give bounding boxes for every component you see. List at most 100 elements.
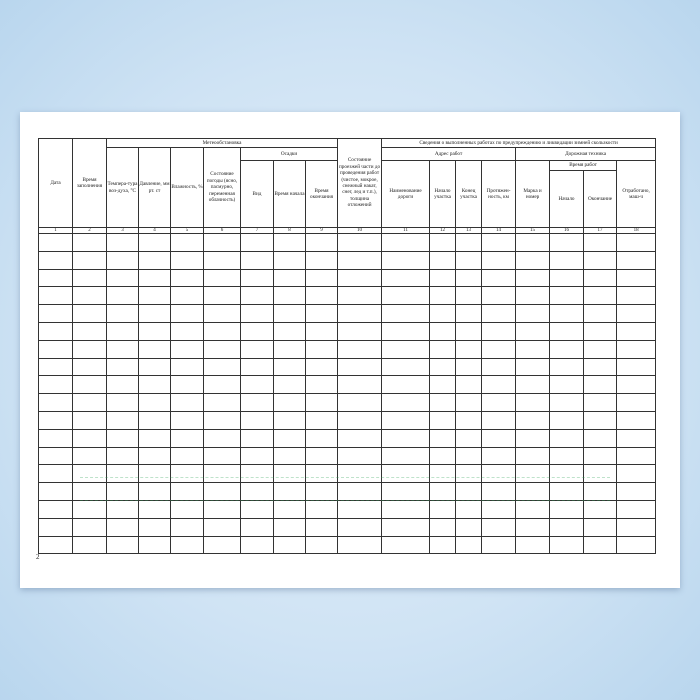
table-cell[interactable] xyxy=(481,410,517,430)
table-cell[interactable] xyxy=(72,304,107,323)
table-cell[interactable] xyxy=(170,499,204,519)
table-cell[interactable] xyxy=(273,410,306,430)
table-cell[interactable] xyxy=(72,393,107,412)
table-cell[interactable] xyxy=(38,375,73,395)
table-cell[interactable] xyxy=(381,375,431,395)
table-cell[interactable] xyxy=(38,357,73,377)
table-cell[interactable] xyxy=(381,268,431,288)
table-cell[interactable] xyxy=(429,499,457,519)
table-cell[interactable] xyxy=(72,250,107,270)
table-cell[interactable] xyxy=(203,304,241,323)
table-cell[interactable] xyxy=(381,304,431,323)
table-cell[interactable] xyxy=(72,446,107,466)
table-cell[interactable] xyxy=(515,393,551,412)
table-cell[interactable] xyxy=(106,250,139,270)
table-cell[interactable] xyxy=(240,535,274,555)
table-cell[interactable] xyxy=(72,517,107,537)
table-cell[interactable] xyxy=(38,428,73,448)
table-cell[interactable] xyxy=(273,250,306,270)
table-cell[interactable] xyxy=(583,339,618,359)
table-cell[interactable] xyxy=(170,375,204,395)
table-cell[interactable] xyxy=(549,321,585,341)
table-cell[interactable] xyxy=(170,428,204,448)
table-cell[interactable] xyxy=(429,517,457,537)
table-cell[interactable] xyxy=(106,304,139,323)
table-cell[interactable] xyxy=(304,446,339,466)
table-cell[interactable] xyxy=(273,286,306,306)
table-cell[interactable] xyxy=(455,499,483,519)
table-cell[interactable] xyxy=(138,286,171,306)
table-cell[interactable] xyxy=(616,428,657,448)
table-cell[interactable] xyxy=(549,410,585,430)
table-cell[interactable] xyxy=(38,286,73,306)
table-cell[interactable] xyxy=(481,517,517,537)
table-cell[interactable] xyxy=(203,233,241,252)
table-cell[interactable] xyxy=(455,339,483,359)
table-cell[interactable] xyxy=(273,357,306,377)
table-cell[interactable] xyxy=(583,428,618,448)
table-cell[interactable] xyxy=(616,304,657,323)
table-cell[interactable] xyxy=(381,499,431,519)
table-cell[interactable] xyxy=(304,375,339,395)
table-cell[interactable] xyxy=(203,250,241,270)
table-cell[interactable] xyxy=(38,482,73,501)
table-cell[interactable] xyxy=(38,535,73,555)
table-cell[interactable] xyxy=(170,233,204,252)
table-cell[interactable] xyxy=(304,517,339,537)
table-cell[interactable] xyxy=(455,410,483,430)
table-cell[interactable] xyxy=(38,304,73,323)
table-cell[interactable] xyxy=(304,428,339,448)
table-cell[interactable] xyxy=(515,286,551,306)
table-cell[interactable] xyxy=(381,233,431,252)
table-cell[interactable] xyxy=(337,304,383,323)
table-cell[interactable] xyxy=(481,321,517,341)
table-cell[interactable] xyxy=(616,321,657,341)
table-cell[interactable] xyxy=(240,357,274,377)
table-cell[interactable] xyxy=(106,410,139,430)
table-cell[interactable] xyxy=(481,304,517,323)
table-cell[interactable] xyxy=(170,321,204,341)
table-cell[interactable] xyxy=(304,268,339,288)
table-cell[interactable] xyxy=(304,233,339,252)
table-cell[interactable] xyxy=(106,517,139,537)
table-cell[interactable] xyxy=(72,357,107,377)
table-cell[interactable] xyxy=(203,499,241,519)
table-cell[interactable] xyxy=(583,499,618,519)
table-cell[interactable] xyxy=(203,357,241,377)
table-cell[interactable] xyxy=(273,499,306,519)
table-cell[interactable] xyxy=(138,375,171,395)
table-cell[interactable] xyxy=(455,233,483,252)
table-cell[interactable] xyxy=(138,499,171,519)
table-cell[interactable] xyxy=(273,535,306,555)
table-cell[interactable] xyxy=(38,410,73,430)
table-cell[interactable] xyxy=(381,446,431,466)
table-cell[interactable] xyxy=(304,499,339,519)
table-cell[interactable] xyxy=(381,357,431,377)
table-cell[interactable] xyxy=(549,357,585,377)
table-cell[interactable] xyxy=(72,375,107,395)
table-cell[interactable] xyxy=(138,321,171,341)
table-cell[interactable] xyxy=(337,286,383,306)
table-cell[interactable] xyxy=(583,375,618,395)
table-cell[interactable] xyxy=(38,464,73,484)
table-cell[interactable] xyxy=(337,339,383,359)
table-cell[interactable] xyxy=(337,393,383,412)
table-cell[interactable] xyxy=(515,268,551,288)
table-cell[interactable] xyxy=(337,357,383,377)
table-cell[interactable] xyxy=(616,482,657,501)
table-cell[interactable] xyxy=(429,233,457,252)
table-cell[interactable] xyxy=(429,375,457,395)
table-cell[interactable] xyxy=(515,499,551,519)
table-cell[interactable] xyxy=(304,321,339,341)
table-cell[interactable] xyxy=(616,517,657,537)
table-cell[interactable] xyxy=(455,517,483,537)
table-cell[interactable] xyxy=(138,517,171,537)
table-cell[interactable] xyxy=(106,268,139,288)
table-cell[interactable] xyxy=(381,339,431,359)
table-cell[interactable] xyxy=(240,233,274,252)
table-cell[interactable] xyxy=(616,286,657,306)
table-cell[interactable] xyxy=(170,535,204,555)
table-cell[interactable] xyxy=(138,428,171,448)
table-cell[interactable] xyxy=(106,499,139,519)
table-cell[interactable] xyxy=(203,535,241,555)
